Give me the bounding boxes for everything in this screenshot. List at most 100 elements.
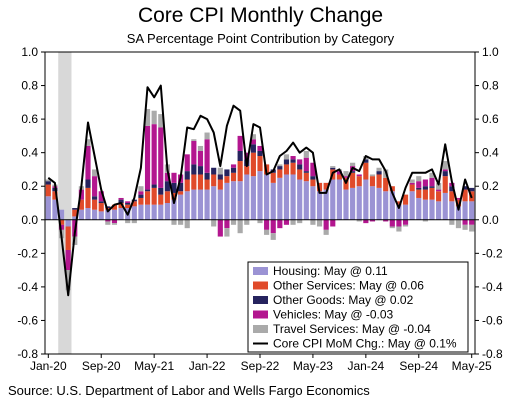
y-tick-label-right: -0.4 xyxy=(482,280,503,294)
bar-segment xyxy=(343,176,349,178)
y-tick-label-left: 0.8 xyxy=(21,79,38,93)
bar-segment xyxy=(197,166,204,175)
y-tick-label-left: 0.2 xyxy=(21,179,38,193)
bar-segment xyxy=(164,172,170,182)
y-tick-label-left: -0.4 xyxy=(17,280,38,294)
bar-segment xyxy=(277,219,283,229)
y-tick-label-right: -0.8 xyxy=(482,347,503,361)
bar-segment xyxy=(290,219,296,225)
bar-segment xyxy=(250,144,256,153)
bar-segment xyxy=(303,171,309,173)
bar-segment xyxy=(429,199,435,220)
y-tick-label-right: 1.0 xyxy=(482,45,499,59)
bar-segment xyxy=(144,109,151,126)
bar-segment xyxy=(257,219,263,224)
y-tick-label-right: 0.2 xyxy=(482,179,499,193)
bar-segment xyxy=(376,167,382,172)
bar-segment xyxy=(442,171,448,177)
bar-segment xyxy=(164,203,170,220)
y-tick-label-left: -0.2 xyxy=(17,246,38,260)
bar-segment xyxy=(65,226,71,250)
bar-segment xyxy=(323,189,329,220)
bar-segment xyxy=(85,139,91,146)
bar-segment xyxy=(383,219,389,222)
bar-segment xyxy=(402,194,409,205)
bar-segment xyxy=(184,219,190,229)
bar-segment xyxy=(323,182,329,190)
bar-segment xyxy=(469,219,475,225)
bar-segment xyxy=(455,199,462,207)
bar-segment xyxy=(297,169,303,180)
bar-segment xyxy=(356,176,362,187)
bar-segment xyxy=(442,161,448,170)
bar-segment xyxy=(343,171,349,177)
bar-segment xyxy=(98,191,104,202)
bar-segment xyxy=(323,229,329,235)
bar-segment xyxy=(250,152,256,177)
bar-segment xyxy=(171,192,177,200)
bar-segment xyxy=(310,179,316,187)
bar-segment xyxy=(217,219,223,237)
bar-segment xyxy=(224,182,230,220)
x-tick-label: Sep-22 xyxy=(241,359,280,373)
bar-segment xyxy=(343,189,349,220)
bar-segment xyxy=(363,159,369,163)
bar-segment xyxy=(363,179,369,220)
bar-segment xyxy=(363,162,369,180)
bar-segment xyxy=(138,204,144,220)
bar-segment xyxy=(65,270,71,291)
bar-segment xyxy=(462,224,468,230)
bar-segment xyxy=(250,134,256,140)
bar-segment xyxy=(171,219,177,225)
bar-segment xyxy=(144,189,151,192)
bar-segment xyxy=(442,176,448,193)
bar-segment xyxy=(429,187,435,200)
legend-swatch xyxy=(253,310,268,319)
bar-segment xyxy=(158,127,164,188)
bar-segment xyxy=(442,192,448,220)
legend-swatch xyxy=(253,281,268,290)
bar-segment xyxy=(224,228,230,237)
y-tick-label-right: 0.8 xyxy=(482,79,499,93)
bar-segment xyxy=(436,201,442,220)
bar-segment xyxy=(98,211,104,220)
bar-segment xyxy=(257,145,263,151)
bar-segment xyxy=(118,208,124,220)
bar-segment xyxy=(455,219,462,229)
y-tick-label-right: 0.4 xyxy=(482,146,499,160)
bar-segment xyxy=(211,167,217,175)
x-tick-label: Sep-24 xyxy=(399,359,438,373)
bar-segment xyxy=(178,191,184,195)
bar-segment xyxy=(191,174,197,190)
bar-segment xyxy=(416,189,422,198)
bar-segment xyxy=(178,194,184,220)
y-tick-label-left: -0.8 xyxy=(17,347,38,361)
bar-segment xyxy=(85,187,91,209)
bar-segment xyxy=(369,186,376,220)
bar-segment xyxy=(422,199,428,220)
bar-segment xyxy=(224,219,230,229)
bar-segment xyxy=(277,166,283,170)
bar-segment xyxy=(396,219,402,227)
bar-segment xyxy=(336,174,342,180)
bar-segment xyxy=(310,176,316,180)
bar-segment xyxy=(350,172,356,188)
bar-segment xyxy=(383,191,389,220)
bar-segment xyxy=(151,124,157,185)
bar-segment xyxy=(111,209,118,220)
bar-segment xyxy=(178,182,184,192)
bar-segment xyxy=(303,181,309,220)
bar-segment xyxy=(92,176,98,197)
bar-segment xyxy=(350,162,356,167)
bar-segment xyxy=(376,174,382,188)
bar-segment xyxy=(184,179,190,192)
bar-segment xyxy=(277,177,283,220)
bar-segment xyxy=(78,209,84,220)
bar-segment xyxy=(250,176,256,220)
bar-segment xyxy=(462,189,468,202)
y-tick-label-left: 1.0 xyxy=(21,45,38,59)
bar-segment xyxy=(217,179,223,190)
bar-segment xyxy=(264,219,270,230)
bar-segment xyxy=(197,174,204,190)
bar-segment xyxy=(257,150,263,157)
